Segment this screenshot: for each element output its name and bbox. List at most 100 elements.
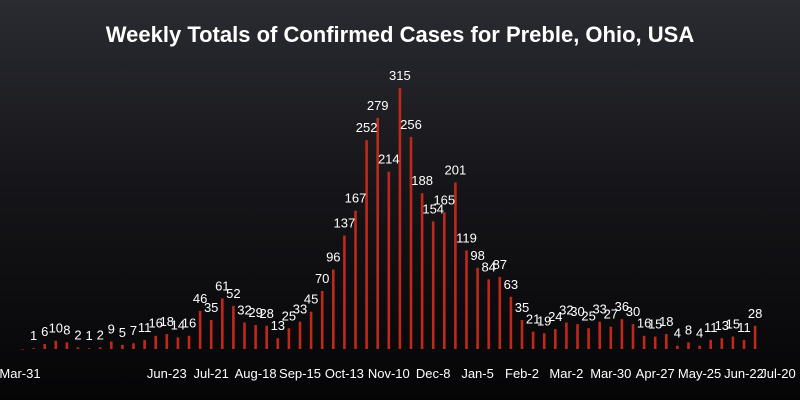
data-label-8: 9 — [108, 322, 115, 337]
bar-48 — [554, 329, 557, 349]
data-label-22: 28 — [259, 306, 273, 321]
data-label-9: 5 — [119, 325, 126, 340]
bar-58 — [665, 334, 668, 349]
bars-group — [21, 88, 757, 350]
data-label-11: 11 — [138, 320, 152, 335]
data-label-23: 13 — [271, 318, 285, 333]
bar-18 — [221, 298, 224, 349]
x-tick-label-1: Jun-23 — [147, 366, 187, 381]
data-label-17: 35 — [204, 300, 218, 315]
bar-14 — [176, 337, 180, 349]
bar-56 — [642, 335, 646, 349]
data-label-65: 11 — [737, 320, 751, 335]
x-tick-label-15: Jul-20 — [760, 366, 795, 381]
x-tick-label-6: Nov-10 — [368, 366, 410, 381]
bar-55 — [631, 324, 635, 349]
bar-25 — [298, 321, 302, 349]
data-label-35: 256 — [400, 117, 422, 132]
bar-65 — [742, 339, 746, 349]
bar-29 — [343, 235, 346, 349]
bar-46 — [531, 331, 535, 349]
data-label-30: 167 — [345, 191, 367, 206]
data-label-61: 4 — [696, 326, 703, 341]
data-label-15: 16 — [182, 316, 196, 331]
data-label-56: 16 — [637, 316, 651, 331]
bar-42 — [487, 279, 490, 349]
data-label-26: 45 — [304, 292, 318, 307]
bar-12 — [154, 335, 157, 349]
data-label-2: 6 — [41, 324, 48, 339]
data-label-3: 10 — [49, 321, 63, 336]
bar-10 — [132, 343, 135, 349]
bar-44 — [509, 296, 513, 349]
bar-52 — [598, 321, 601, 349]
data-label-25: 33 — [293, 302, 307, 317]
bar-34 — [398, 88, 402, 349]
bar-17 — [209, 320, 213, 349]
data-label-37: 154 — [422, 201, 444, 216]
data-label-52: 33 — [592, 302, 606, 317]
data-label-34: 315 — [389, 68, 411, 83]
bar-35 — [409, 136, 413, 349]
data-label-50: 30 — [570, 304, 584, 319]
bar-13 — [165, 334, 169, 349]
bar-54 — [620, 319, 624, 349]
bar-31 — [365, 140, 368, 349]
bar-4 — [65, 342, 69, 349]
bar-53 — [609, 326, 613, 349]
data-label-14: 14 — [171, 317, 185, 332]
data-label-60: 8 — [685, 322, 692, 337]
x-tick-label-2: Jul-21 — [193, 366, 228, 381]
data-label-21: 29 — [248, 305, 262, 320]
x-tick-label-13: May-25 — [678, 366, 721, 381]
data-label-31: 252 — [356, 120, 378, 135]
bar-11 — [143, 339, 146, 349]
bar-59 — [676, 345, 679, 349]
data-label-16: 46 — [193, 291, 207, 306]
data-label-13: 18 — [160, 314, 174, 329]
bar-24 — [287, 328, 291, 349]
data-label-33: 214 — [378, 152, 400, 167]
data-label-46: 21 — [526, 312, 540, 327]
data-label-27: 70 — [315, 271, 329, 286]
data-label-28: 96 — [326, 249, 340, 264]
bar-20 — [243, 322, 246, 349]
bar-39 — [454, 182, 457, 349]
bar-57 — [653, 336, 657, 349]
data-label-24: 25 — [282, 308, 296, 323]
data-label-5: 2 — [74, 327, 81, 342]
bar-36 — [420, 193, 424, 349]
data-label-42: 84 — [481, 259, 495, 274]
bar-63 — [720, 338, 724, 349]
x-tick-label-7: Dec-8 — [416, 366, 451, 381]
bar-37 — [431, 221, 435, 349]
bar-50 — [576, 324, 579, 349]
bar-28 — [332, 269, 335, 349]
bar-7 — [98, 347, 102, 349]
bar-22 — [265, 325, 268, 349]
bar-8 — [110, 341, 113, 349]
bar-66 — [753, 325, 757, 349]
data-label-55: 30 — [626, 304, 640, 319]
bar-64 — [731, 336, 735, 349]
data-label-48: 24 — [548, 309, 562, 324]
bar-26 — [309, 311, 313, 349]
data-labels-group: 1 6 10 8 2 1 2 9 5 7 11161814164635615232292813253… — [30, 68, 762, 343]
bar-21 — [254, 324, 257, 349]
bar-47 — [542, 333, 546, 349]
data-label-44: 63 — [504, 277, 518, 292]
data-label-49: 32 — [559, 302, 573, 317]
data-label-45: 35 — [515, 300, 529, 315]
data-label-20: 32 — [237, 302, 251, 317]
bar-16 — [198, 310, 202, 349]
data-label-29: 137 — [334, 215, 356, 230]
bar-23 — [276, 338, 280, 349]
data-label-47: 19 — [537, 313, 551, 328]
chart-title: Weekly Totals of Confirmed Cases for Pre… — [106, 22, 695, 47]
data-label-63: 13 — [715, 318, 729, 333]
data-label-18: 61 — [215, 278, 229, 293]
x-tick-label-14: Jun-22 — [724, 366, 764, 381]
bar-0 — [21, 349, 24, 350]
x-tick-label-10: Mar-2 — [549, 366, 583, 381]
